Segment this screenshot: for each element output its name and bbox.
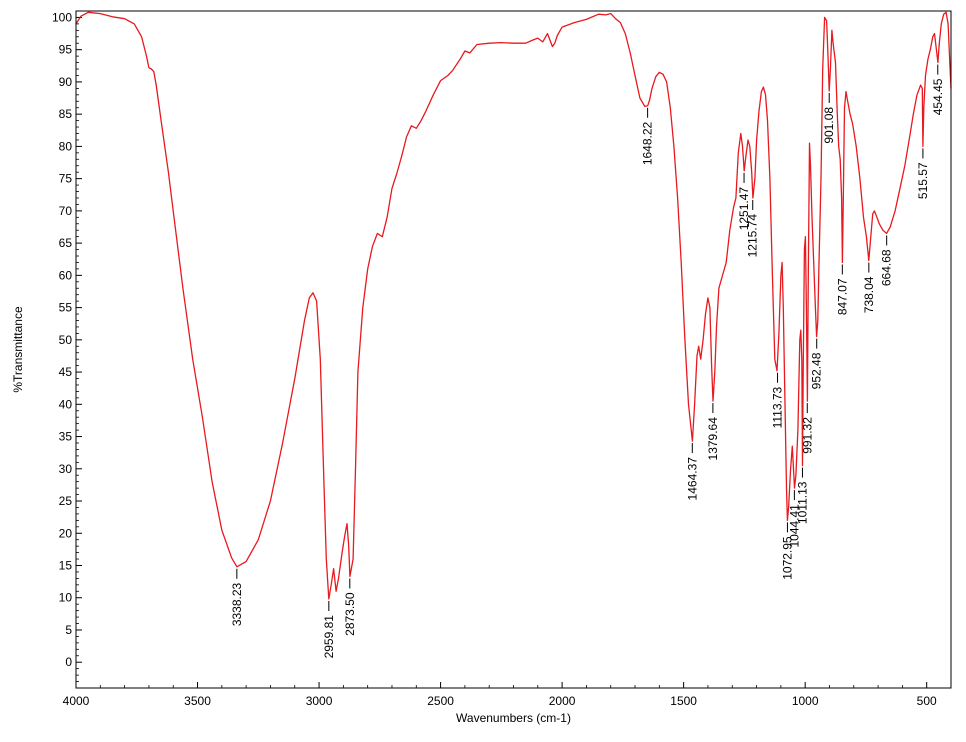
peak-label-text: 664.68 (880, 249, 894, 286)
peak-label-text: 3338.23 (230, 582, 244, 626)
y-tick-label: 75 (59, 172, 73, 186)
peak-label-text: 454.45 (931, 78, 945, 115)
spectrum-line (75, 11, 952, 600)
y-tick-label: 85 (59, 107, 73, 121)
peak-label-text: 1011.13 (795, 481, 809, 524)
peak-label: 952.48 (810, 338, 824, 389)
peak-label-text: 738.04 (862, 276, 876, 313)
peak-labels: 3338.23 2959.81 2873.50 1648.22 1464.37 1379.… (230, 64, 945, 658)
peak-label: 515.57 (916, 148, 930, 199)
peak-label-text: 952.48 (810, 352, 824, 389)
peak-label: 1215.74 (746, 199, 760, 258)
y-tick-label: 100 (52, 10, 72, 24)
peak-label: 1011.13 (795, 467, 809, 524)
plot-frame (75, 10, 952, 689)
peak-label-text: 2873.50 (343, 592, 357, 636)
peak-label: 3338.23 (230, 568, 244, 626)
peak-label: 1072.95 (780, 522, 794, 580)
peak-label: 738.04 (862, 262, 876, 313)
x-tick-label: 2000 (549, 694, 576, 708)
peak-label: 2959.81 (322, 601, 336, 658)
y-tick-label: 20 (59, 526, 73, 540)
peak-label-text: 1113.73 (771, 386, 785, 428)
x-axis-title: Wavenumbers (cm-1) (456, 711, 571, 725)
peak-label-text: 1464.37 (685, 457, 699, 501)
y-tick-label: 60 (59, 268, 73, 282)
y-tick-label: 15 (59, 558, 73, 572)
peak-label-text: 2959.81 (322, 615, 336, 659)
x-tick-label: 1000 (792, 694, 819, 708)
y-tick-label: 65 (59, 236, 73, 250)
peak-label: 1648.22 (641, 107, 655, 165)
x-tick-label: 2500 (427, 694, 454, 708)
peak-label: 1464.37 (685, 443, 699, 500)
peak-label-text: 1215.74 (746, 214, 760, 258)
peak-label-text: 515.57 (916, 162, 930, 199)
peak-label-text: 1072.95 (780, 536, 794, 580)
peak-label: 1379.64 (706, 403, 720, 460)
peak-label-text: 1251.47 (737, 187, 751, 231)
x-tick-label: 3500 (184, 694, 211, 708)
y-tick-label: 45 (59, 365, 73, 379)
peak-label: 1113.73 (771, 372, 785, 428)
y-tick-label: 0 (65, 655, 72, 669)
peak-label: 847.07 (835, 264, 849, 315)
x-tick-label: 1500 (670, 694, 697, 708)
y-tick-label: 10 (59, 591, 73, 605)
y-axis-title: %Transmittance (11, 306, 25, 393)
y-axis-ticks: 0 5 10 15 20 25 30 35 40 45 50 55 60 65 70 75 80 85 90 95 10… (52, 10, 82, 689)
y-tick-label: 35 (59, 430, 73, 444)
peak-label: 901.08 (822, 92, 836, 144)
x-tick-label: 500 (917, 694, 937, 708)
peak-label-text: 1648.22 (641, 121, 655, 165)
peak-label: 2873.50 (343, 578, 357, 636)
peak-label: 1044.41 (787, 490, 801, 548)
y-tick-label: 70 (59, 204, 73, 218)
y-tick-label: 40 (59, 397, 73, 411)
peak-label: 454.45 (931, 64, 945, 115)
y-tick-label: 55 (59, 301, 73, 315)
x-tick-label: 3000 (306, 694, 333, 708)
y-tick-label: 95 (59, 43, 73, 57)
peak-label-text: 1379.64 (706, 417, 720, 461)
y-tick-label: 90 (59, 75, 73, 89)
y-tick-label: 80 (59, 139, 73, 153)
x-tick-label: 4000 (63, 694, 90, 708)
peak-label: 664.68 (880, 235, 894, 286)
peak-label-text: 847.07 (835, 278, 849, 315)
peak-label: 1251.47 (737, 172, 751, 231)
y-tick-label: 50 (59, 333, 73, 347)
y-tick-label: 30 (59, 462, 73, 476)
y-tick-label: 5 (65, 623, 72, 637)
y-tick-label: 25 (59, 494, 73, 508)
peak-label-text: 901.08 (822, 107, 836, 144)
peak-label-text: 991.32 (800, 417, 814, 454)
peak-label-text: 1044.41 (787, 504, 801, 548)
peak-label: 991.32 (800, 403, 814, 454)
